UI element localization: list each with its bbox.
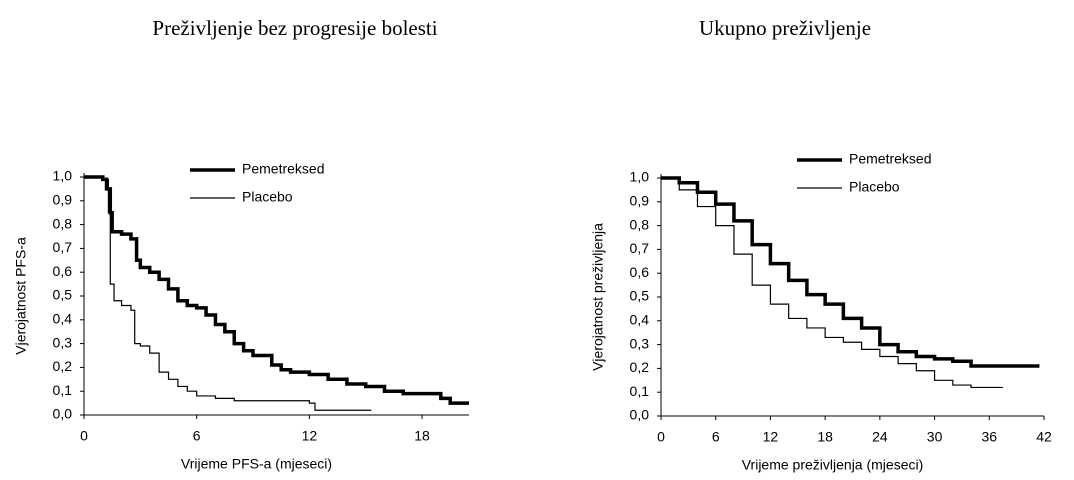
y-tick-label: 0,9 [53,192,73,208]
y-tick-label: 0,5 [53,287,73,303]
x-axis-label: Vrijeme PFS-a (mjeseci) [181,456,332,472]
y-tick-label: 0,9 [630,193,650,209]
y-tick-label: 0,2 [630,359,650,375]
y-tick-label: 0,8 [53,215,73,231]
legend-label: Pemetreksed [242,161,324,177]
chart-title: Ukupno preživljenje [699,16,871,40]
y-tick-label: 0,3 [630,335,650,351]
survival-curve [661,176,1040,368]
y-tick-label: 0,0 [630,407,650,423]
x-tick-label: 0 [80,428,88,444]
y-tick-label: 0,0 [53,406,73,422]
y-tick-label: 0,6 [53,263,73,279]
legend-label: Placebo [849,179,900,195]
y-tick-label: 1,0 [53,168,73,184]
y-tick-label: 0,5 [630,288,650,304]
y-axis-label: Vjerojatnost PFS-a [13,237,29,355]
survival-curve [661,177,1003,389]
x-tick-label: 18 [817,429,833,445]
x-tick-label: 42 [1036,429,1052,445]
x-axis-label: Vrijeme preživljenja (mjeseci) [742,457,924,473]
y-tick-label: 0,7 [630,240,650,256]
y-tick-label: 0,1 [53,382,73,398]
x-tick-label: 12 [763,429,779,445]
x-tick-label: 18 [414,428,430,444]
survival-curve [84,175,469,405]
x-tick-label: 6 [193,428,201,444]
x-tick-label: 6 [712,429,720,445]
y-tick-label: 0,6 [630,264,650,280]
y-tick-label: 0,2 [53,358,73,374]
x-tick-label: 30 [927,429,943,445]
y-tick-label: 1,0 [630,169,650,185]
x-tick-label: 36 [981,429,997,445]
y-tick-label: 0,1 [630,383,650,399]
y-tick-label: 0,7 [53,239,73,255]
legend-label: Placebo [242,189,293,205]
legend-label: Pemetreksed [849,151,931,167]
x-tick-label: 12 [302,428,318,444]
y-tick-label: 0,8 [630,216,650,232]
x-tick-label: 0 [657,429,665,445]
y-tick-label: 0,4 [630,312,650,328]
survival-curve [84,176,372,411]
chart-title: Preživljenje bez progresije bolesti [152,16,437,40]
x-tick-label: 24 [872,429,888,445]
y-tick-label: 0,3 [53,334,73,350]
y-axis-label: Vjerojatnost preživljenja [590,223,606,371]
y-tick-label: 0,4 [53,311,73,327]
